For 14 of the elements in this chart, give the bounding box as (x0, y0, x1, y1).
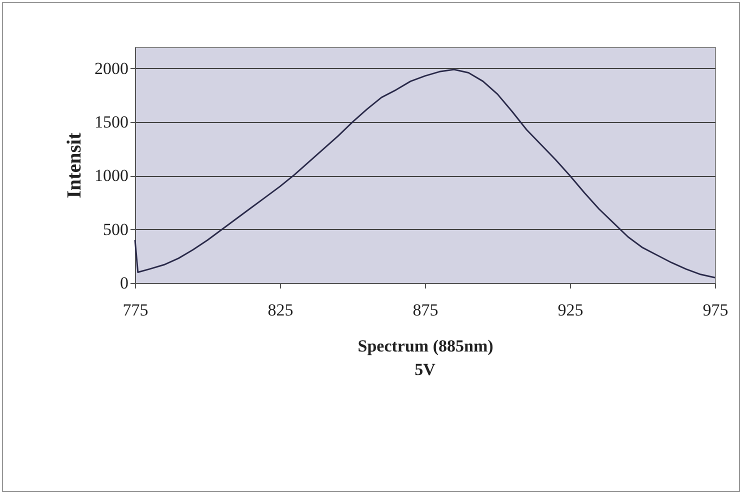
x-tick-label: 875 (412, 300, 438, 320)
y-tick-label: 500 (103, 220, 128, 239)
y-tick-label: 2000 (94, 58, 128, 78)
text: 5V (414, 360, 436, 379)
x-tick-label: 825 (268, 300, 294, 320)
x-tick-label: 975 (702, 300, 728, 320)
y-tick-label: 1000 (94, 166, 128, 186)
y-tick-label: 1500 (94, 112, 128, 132)
x-axis-title: Spectrum (885nm) (358, 336, 494, 356)
x-tick-label: 775 (122, 300, 148, 320)
line-series (134, 68, 716, 278)
x-tick-label: 925 (558, 300, 584, 320)
y-tick-label: 0 (120, 274, 128, 292)
y-axis-title: Intensit (64, 132, 86, 198)
